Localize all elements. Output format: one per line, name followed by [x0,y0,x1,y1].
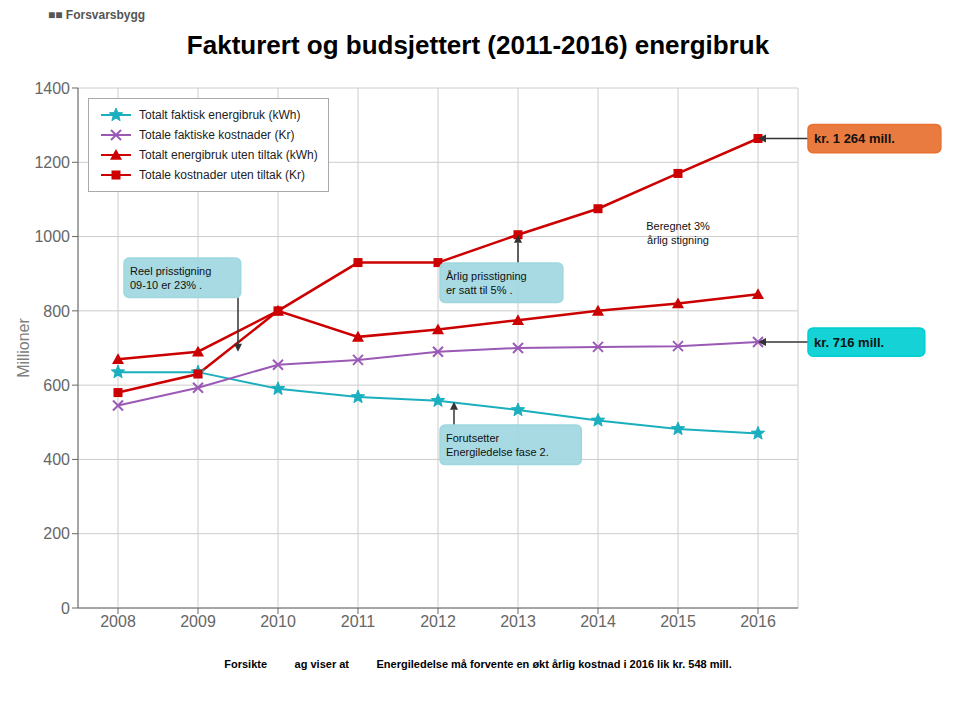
html-text:Totalt energibruk uten tiltak: Totalt energibruk uten tiltak (kWh) [139,148,318,162]
svg-text:2011: 2011 [341,613,376,630]
svg-text:2015: 2015 [660,613,696,630]
html-text:Totale kostnader uten tiltak (: Totale kostnader uten tiltak (Kr) [139,168,306,182]
svg-text:2012: 2012 [420,613,456,630]
html-text:Forsikte ag viser at Energiled: Forsikte ag viser at Energiledelse må fo… [224,658,732,670]
html-text:Totalt faktisk energibruk (kWh: Totalt faktisk energibruk (kWh) [139,108,301,122]
svg-text:Forutsetter: Forutsetter [446,432,500,444]
svg-text:800: 800 [43,303,70,320]
svg-text:2013: 2013 [500,613,536,630]
svg-text:årlig stigning: årlig stigning [647,234,709,246]
svg-text:2010: 2010 [260,613,296,630]
svg-text:2009: 2009 [180,613,216,630]
svg-text:2008: 2008 [100,613,136,630]
svg-text:kr. 716 mill.: kr. 716 mill. [814,335,884,350]
svg-text:200: 200 [43,525,70,542]
svg-text:er satt til 5% .: er satt til 5% . [446,284,513,296]
svg-text:2016: 2016 [740,613,776,630]
svg-text:09-10 er 23% .: 09-10 er 23% . [130,279,202,291]
svg-text:Energiledelse fase 2.: Energiledelse fase 2. [446,446,549,458]
svg-text:Reel prisstigning: Reel prisstigning [130,265,211,277]
svg-text:Millioner: Millioner [15,318,32,378]
svg-text:1200: 1200 [34,154,70,171]
svg-text:400: 400 [43,451,70,468]
svg-text:kr. 1 264 mill.: kr. 1 264 mill. [814,131,895,146]
svg-text:1000: 1000 [34,228,70,245]
svg-text:1400: 1400 [34,80,70,97]
svg-text:2014: 2014 [580,613,616,630]
svg-text:Beregnet 3%: Beregnet 3% [646,220,710,232]
html-text:Totale faktiske kostnader (Kr): Totale faktiske kostnader (Kr) [139,128,295,142]
svg-text:0: 0 [61,600,70,617]
html-text:Fakturert og budsjettert (2011: Fakturert og budsjettert (2011-2016) ene… [186,30,770,60]
svg-text:600: 600 [43,377,70,394]
html-text:■■ Forsvarsbygg: ■■ Forsvarsbygg [48,8,146,22]
svg-text:Årlig prisstigning: Årlig prisstigning [446,270,527,282]
